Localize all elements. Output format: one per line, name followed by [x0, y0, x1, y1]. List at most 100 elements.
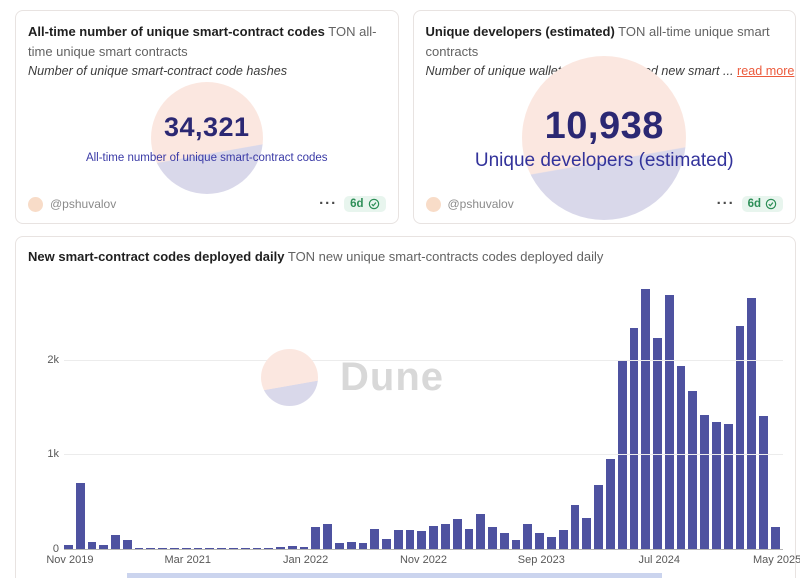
check-circle-icon [765, 198, 777, 210]
bar [252, 548, 262, 549]
options-menu-icon[interactable]: ··· [319, 195, 338, 212]
bar [770, 527, 780, 549]
chart-title-text: New smart-contract codes deployed daily [28, 249, 285, 264]
bar [499, 533, 509, 549]
bar [570, 505, 580, 549]
bar [346, 542, 356, 549]
bar [511, 540, 521, 549]
bar [64, 545, 73, 549]
author-link[interactable]: @pshuvalov [50, 197, 117, 211]
bar [217, 548, 226, 549]
x-tick-label: Jul 2024 [638, 554, 681, 566]
bar [158, 548, 168, 549]
counter-label: Unique developers (estimated) [474, 149, 734, 171]
card-title-text: Unique developers (estimated) [425, 24, 615, 39]
y-tick-label: 2k [47, 353, 59, 366]
dune-logo-watermark [150, 82, 263, 195]
bar [358, 543, 368, 549]
card-footer: @pshuvalov ··· 6d [28, 196, 386, 212]
card-unique-developers-title: Unique developers (estimated) TON all-ti… [426, 22, 784, 62]
bar [711, 422, 721, 549]
bar [582, 518, 592, 549]
bar [122, 540, 132, 549]
check-circle-icon [368, 198, 379, 210]
card-title-text: All-time number of unique smart-contract… [28, 24, 325, 39]
options-menu-icon[interactable]: ··· [716, 195, 735, 212]
x-tick-label: Mar 2021 [164, 554, 211, 566]
bar [264, 548, 274, 549]
bar [405, 530, 415, 549]
bar [276, 547, 285, 549]
bar [299, 547, 309, 549]
bar [629, 328, 639, 549]
bar-plot [64, 285, 783, 550]
dune-logo-watermark [522, 56, 687, 221]
card-daily-deployments-chart: New smart-contract codes deployed daily … [15, 236, 800, 578]
bar [759, 416, 768, 549]
refresh-status-badge[interactable]: 6d [344, 196, 386, 212]
card-subtitle-text: TON all-time unique smart contracts [28, 24, 377, 60]
bar [99, 545, 109, 549]
bar [735, 326, 745, 549]
refresh-status-badge[interactable]: 6d [741, 196, 783, 212]
bar [193, 548, 203, 549]
gridline [64, 454, 783, 456]
bar [181, 548, 191, 549]
bar [228, 548, 238, 549]
bar [287, 546, 297, 549]
counter-label: All-time number of unique smart-contract… [85, 152, 328, 165]
counter-value: 34,321 [163, 112, 250, 143]
bar [87, 542, 97, 549]
bar [464, 529, 474, 549]
partially-visible-element-below [127, 573, 662, 578]
card-subtitle-text: TON all-time unique smart contracts [425, 24, 770, 60]
card-unique-developers-body: 10,938 Unique developers (estimated) [426, 56, 784, 221]
bar [664, 295, 674, 549]
card-unique-codes: All-time number of unique smart-contract… [15, 10, 399, 224]
bar [523, 524, 533, 549]
card-unique-codes-body: 34,321 All-time number of unique smart-c… [28, 81, 386, 196]
refresh-age: 6d [350, 198, 364, 210]
read-more-link[interactable]: read more [737, 64, 795, 79]
bar [240, 548, 250, 549]
x-tick-label: Nov 2019 [46, 554, 94, 566]
bar [205, 548, 215, 549]
refresh-age: 6d [747, 198, 761, 210]
x-tick-label: Sep 2023 [517, 554, 565, 566]
counter-cards-row: All-time number of unique smart-contract… [0, 0, 800, 224]
x-axis-line [64, 549, 783, 550]
card-unique-codes-title: All-time number of unique smart-contract… [28, 22, 386, 62]
bar [535, 533, 545, 549]
bar [170, 548, 179, 549]
author-link[interactable]: @pshuvalov [447, 197, 514, 211]
card-unique-developers: Unique developers (estimated) TON all-ti… [412, 10, 796, 224]
bar [558, 530, 568, 549]
bar [334, 543, 344, 549]
bar [688, 391, 698, 549]
bar [641, 289, 651, 549]
avatar [28, 196, 43, 212]
plot-wrap: 0 1k 2k [28, 285, 783, 555]
avatar [425, 196, 441, 212]
bar [653, 338, 662, 549]
bar [452, 519, 462, 549]
bar [476, 514, 486, 549]
chart-title: New smart-contract codes deployed daily … [28, 249, 783, 264]
bar [417, 531, 427, 549]
bar [111, 535, 120, 549]
x-axis-labels: Nov 2019 Mar 2021 Jan 2022 Nov 2022 Sep 2023… [46, 554, 800, 570]
y-tick-label: 1k [47, 448, 59, 461]
bars-container [64, 285, 780, 549]
bar [393, 530, 403, 549]
bar [382, 539, 391, 549]
y-axis: 0 1k 2k [28, 285, 64, 555]
y-tick-label: 0 [52, 543, 59, 555]
bar [134, 548, 144, 549]
counter-block: 34,321 All-time number of unique smart-c… [86, 112, 328, 164]
bar [547, 537, 556, 549]
x-tick-label: May 2025 [752, 554, 800, 566]
counter-value: 10,938 [544, 104, 664, 147]
bar [370, 529, 380, 549]
counter-block: 10,938 Unique developers (estimated) [475, 105, 734, 172]
